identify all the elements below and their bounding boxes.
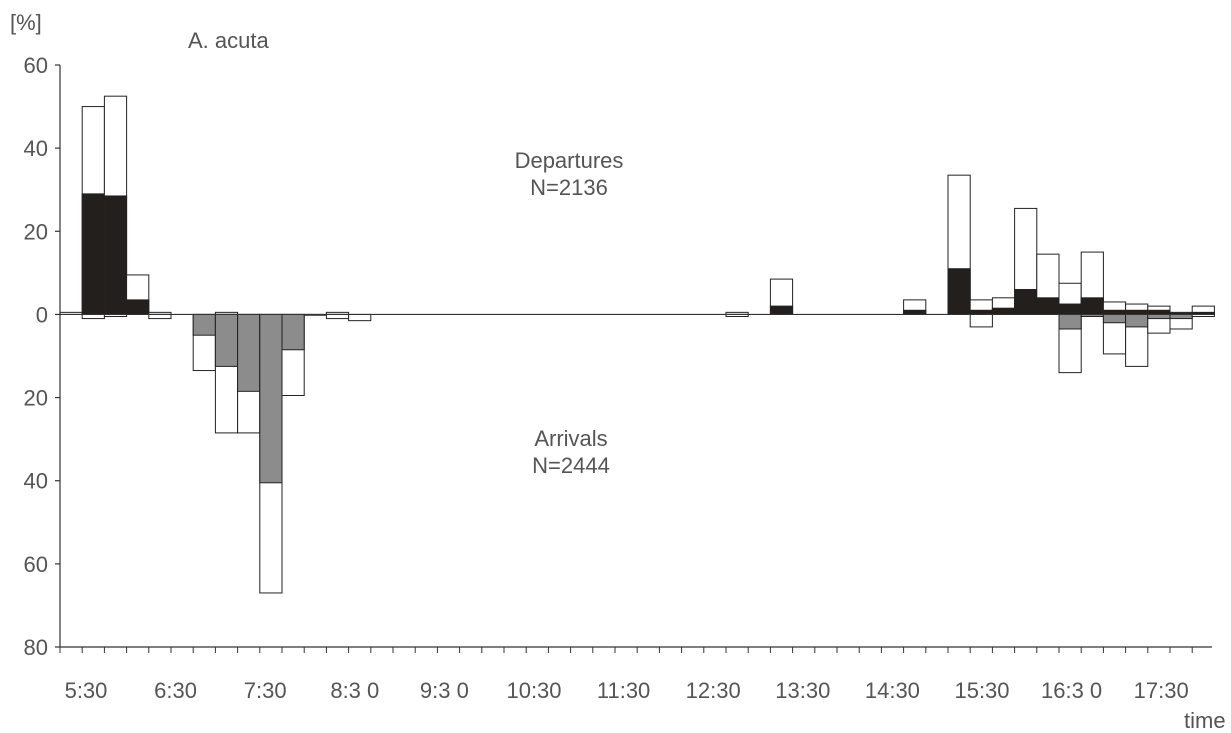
departure-bar-solid xyxy=(1058,303,1082,315)
departure-bar-solid xyxy=(769,305,794,315)
arrival-bar-grey xyxy=(281,313,305,351)
bars-layer xyxy=(59,95,1215,594)
departure-bar-solid xyxy=(103,195,128,315)
arrival-bar-grey xyxy=(192,313,216,336)
departure-bar-solid xyxy=(1102,309,1127,315)
y-tick-label: 60 xyxy=(24,53,48,78)
departure-bar-solid xyxy=(126,299,150,315)
departures-count: N=2136 xyxy=(530,175,608,200)
x-tick-label: 17:30 xyxy=(1134,678,1189,703)
chart-title: A. acuta xyxy=(188,28,269,53)
x-tick-label: 12:30 xyxy=(686,678,741,703)
arrivals-label: Arrivals xyxy=(534,426,607,451)
y-tick-label: 60 xyxy=(24,552,48,577)
x-tick-label: 16:3 0 xyxy=(1041,678,1102,703)
arrival-bar-grey xyxy=(1058,313,1082,330)
departure-bar-solid xyxy=(991,307,1016,315)
arrival-bar-grey xyxy=(1169,313,1193,320)
departure-bar-solid xyxy=(947,268,971,315)
arrival-bar-grey xyxy=(1125,313,1149,328)
departure-bar-solid xyxy=(969,309,993,315)
x-tick-label: 13:30 xyxy=(775,678,830,703)
arrival-bar-grey xyxy=(1147,313,1171,320)
arrival-bar-grey xyxy=(214,313,239,367)
x-tick-label: 5:30 xyxy=(65,678,108,703)
departure-bar-solid xyxy=(81,193,105,315)
arrival-bar xyxy=(969,313,993,328)
y-tick-label: 20 xyxy=(24,386,48,411)
departure-bar-solid xyxy=(903,309,927,315)
arrivals-count: N=2444 xyxy=(532,453,610,478)
departures-label: Departures xyxy=(515,148,624,173)
x-tick-label: 14:30 xyxy=(865,678,920,703)
arrival-bar-grey xyxy=(1102,313,1127,324)
y-axis-label: [%] xyxy=(10,10,42,35)
arrival-bar xyxy=(81,313,105,320)
x-axis-label: time xyxy=(1184,708,1226,733)
x-axis: 5:30 6:30 7:30 8:3 0 9:3 0 10:30 11:30 12:30 13:… xyxy=(59,646,1212,703)
y-axis: 60 40 20 0 20 40 60 80 xyxy=(24,53,61,660)
arrival-bar-grey xyxy=(237,313,261,392)
y-tick-label: 40 xyxy=(24,136,48,161)
arrival-bar-grey xyxy=(259,313,283,484)
x-tick-label: 8:3 0 xyxy=(330,678,379,703)
departure-bar-solid xyxy=(1014,288,1038,315)
x-tick-label: 10:30 xyxy=(506,678,561,703)
x-tick-label: 7:30 xyxy=(244,678,287,703)
x-tick-label: 15:30 xyxy=(954,678,1009,703)
departure-bar-solid xyxy=(1125,309,1149,315)
arrival-bar xyxy=(348,313,372,322)
departure-bar-solid xyxy=(1036,297,1060,315)
departure-bar-solid xyxy=(1080,297,1104,315)
y-tick-label: 20 xyxy=(24,219,48,244)
x-tick-label: 11:30 xyxy=(597,678,650,703)
departure-bar-solid xyxy=(1147,309,1171,315)
arrival-bar xyxy=(325,313,350,320)
x-tick-label: 9:3 0 xyxy=(420,678,469,703)
arrival-bar xyxy=(148,313,172,320)
x-tick-label: 6:30 xyxy=(154,678,197,703)
y-tick-label: 0 xyxy=(36,302,48,327)
y-tick-label: 40 xyxy=(24,469,48,494)
y-tick-label: 80 xyxy=(24,635,48,660)
